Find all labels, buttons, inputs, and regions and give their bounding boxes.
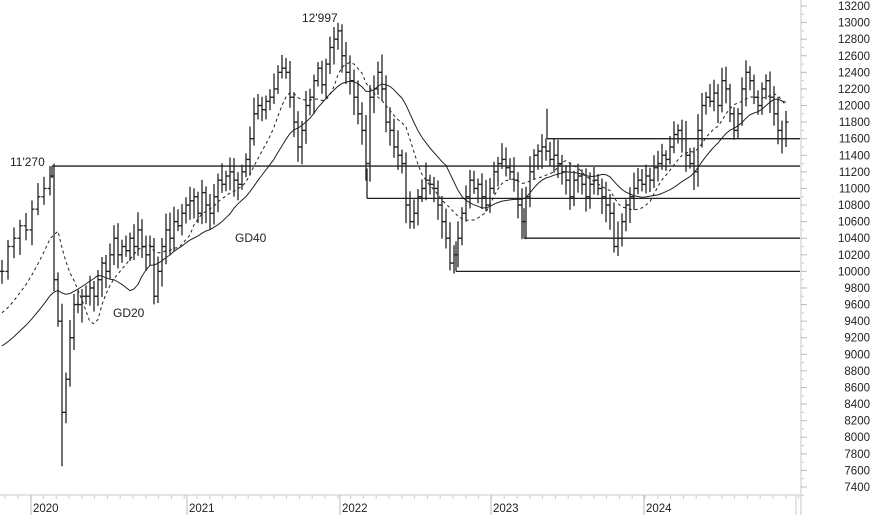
y-tick-label: 9400	[844, 316, 870, 328]
y-tick-label: 10000	[838, 266, 870, 278]
y-tick-label: 8800	[844, 366, 870, 378]
y-tick-label: 8400	[844, 399, 870, 411]
y-tick-label: 11800	[839, 117, 870, 129]
y-tick-label: 9600	[844, 300, 870, 312]
y-tick-label: 8600	[844, 382, 870, 394]
y-tick-label: 7600	[844, 465, 870, 477]
y-tick-label: 12000	[838, 101, 870, 113]
x-axis: 2020 2021 2022 2023 2024	[0, 494, 801, 515]
ma-label-gd20: GD20	[113, 306, 145, 320]
y-tick-label: 8000	[844, 432, 870, 444]
x-tick-label: 2022	[342, 503, 368, 515]
gd20-line	[1, 61, 787, 325]
y-tick-label: 9800	[844, 283, 870, 295]
annotations: 11'270 12'997 GD20 GD40	[10, 11, 338, 320]
price-annotation: 12'997	[302, 11, 338, 25]
y-tick-label: 10600	[838, 217, 870, 229]
price-annotation: 11'270	[10, 155, 45, 169]
y-tick-label: 9000	[844, 349, 870, 361]
ohlc-bars	[0, 22, 789, 467]
y-tick-label: 7400	[844, 482, 870, 494]
y-tick-label: 12400	[838, 67, 870, 79]
y-axis: 13200 13000 12800 12600 12400 12200 12000 11800…	[800, 0, 870, 515]
y-tick-label: 13200	[838, 1, 870, 13]
horizontal-levels	[51, 108, 800, 273]
y-tick-label: 11400	[839, 150, 870, 162]
y-tick-label: 12800	[838, 34, 870, 46]
y-tick-label: 10200	[838, 250, 870, 262]
y-tick-label: 12600	[838, 51, 870, 63]
y-tick-label: 10800	[838, 200, 870, 212]
gd40-line	[1, 80, 787, 347]
y-tick-label: 9200	[844, 333, 870, 345]
x-tick-label: 2020	[33, 503, 59, 515]
y-tick-label: 10400	[838, 233, 870, 245]
y-tick-label: 11000	[839, 183, 870, 195]
y-tick-label: 13000	[838, 18, 870, 30]
y-tick-label: 8200	[844, 416, 870, 428]
y-tick-label: 12200	[838, 84, 870, 96]
y-tick-label: 11600	[839, 134, 870, 146]
ma-label-gd40: GD40	[235, 231, 267, 245]
y-tick-label: 7800	[844, 449, 870, 461]
x-tick-label: 2023	[493, 503, 519, 515]
x-tick-label: 2021	[189, 503, 215, 515]
x-tick-label: 2024	[646, 503, 672, 515]
y-tick-label: 11200	[839, 167, 870, 179]
